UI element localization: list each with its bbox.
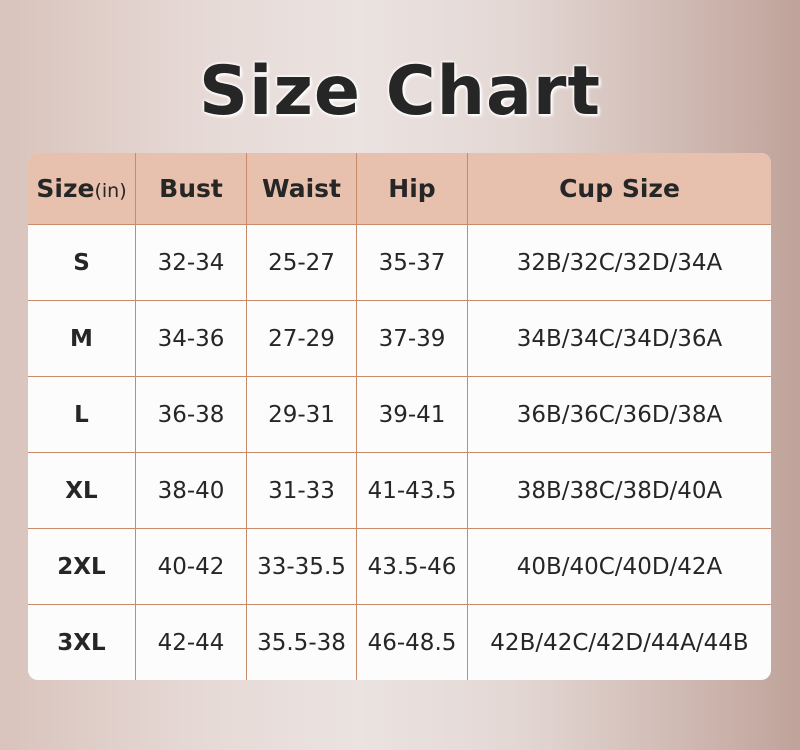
cell-size: 2XL [28, 529, 136, 605]
cell-bust: 42-44 [136, 605, 247, 680]
header-row: Size(in) Bust Waist Hip Cup Size [28, 153, 771, 225]
cell-hip: 39-41 [357, 377, 468, 453]
table-row: M 34-36 27-29 37-39 34B/34C/34D/36A [28, 301, 771, 377]
cell-size: S [28, 225, 136, 301]
cell-cup: 36B/36C/36D/38A [468, 377, 771, 453]
header-waist: Waist [247, 153, 357, 225]
cell-hip: 43.5-46 [357, 529, 468, 605]
cell-bust: 38-40 [136, 453, 247, 529]
cell-bust: 40-42 [136, 529, 247, 605]
cell-bust: 32-34 [136, 225, 247, 301]
cell-size: M [28, 301, 136, 377]
header-bust: Bust [136, 153, 247, 225]
page-title: Size Chart [199, 52, 601, 131]
cell-cup: 34B/34C/34D/36A [468, 301, 771, 377]
table-row: L 36-38 29-31 39-41 36B/36C/36D/38A [28, 377, 771, 453]
table-row: 3XL 42-44 35.5-38 46-48.5 42B/42C/42D/44A/44… [28, 605, 771, 680]
cell-cup: 40B/40C/40D/42A [468, 529, 771, 605]
cell-hip: 37-39 [357, 301, 468, 377]
header-cup-size: Cup Size [468, 153, 771, 225]
cell-waist: 35.5-38 [247, 605, 357, 680]
cell-cup: 42B/42C/42D/44A/44B [490, 629, 749, 656]
cell-waist: 27-29 [247, 301, 357, 377]
cell-waist: 33-35.5 [247, 529, 357, 605]
size-chart-table: Size(in) Bust Waist Hip Cup Size S 32-34 2… [28, 153, 771, 680]
cell-bust: 36-38 [136, 377, 247, 453]
cell-cup: 32B/32C/32D/34A [468, 225, 771, 301]
header-hip: Hip [357, 153, 468, 225]
table-row: XL 38-40 31-33 41-43.5 38B/38C/38D/40A [28, 453, 771, 529]
cell-waist: 29-31 [247, 377, 357, 453]
cell-bust: 34-36 [136, 301, 247, 377]
cell-waist: 31-33 [247, 453, 357, 529]
table-row: 2XL 40-42 33-35.5 43.5-46 40B/40C/40D/42A [28, 529, 771, 605]
header-size-unit: (in) [94, 180, 127, 202]
table-row: S 32-34 25-27 35-37 32B/32C/32D/34A [28, 225, 771, 301]
cell-size: L [28, 377, 136, 453]
cell-size: XL [28, 453, 136, 529]
cell-waist: 25-27 [247, 225, 357, 301]
cell-cup: 38B/38C/38D/40A [468, 453, 771, 529]
cell-hip: 41-43.5 [357, 453, 468, 529]
cell-hip: 35-37 [357, 225, 468, 301]
header-size-label: Size [36, 174, 95, 203]
header-size: Size(in) [28, 153, 136, 225]
cell-hip: 46-48.5 [357, 605, 468, 680]
cell-size: 3XL [28, 605, 136, 680]
